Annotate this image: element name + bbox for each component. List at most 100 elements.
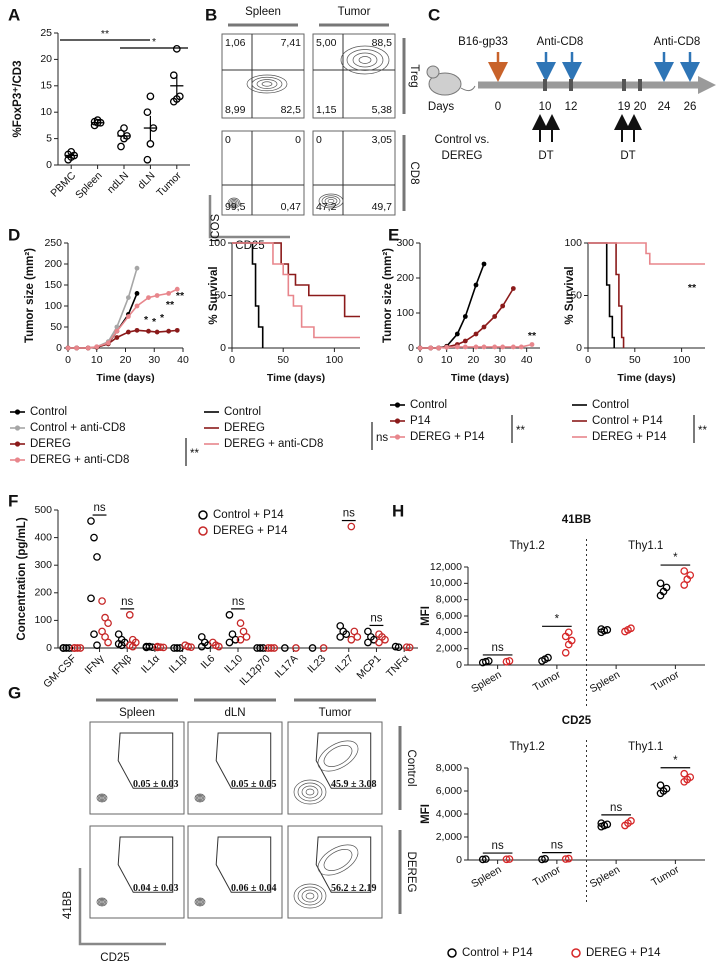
x-tick-label: 50 [277,354,289,366]
data-point [74,345,80,351]
data-point [353,633,362,641]
data-point [156,643,165,652]
axis-corner [208,195,290,239]
y-tick-label: 2,000 [436,642,462,654]
x-tick-label: 100 [326,354,344,366]
y-axis-label: % Survival [564,266,576,324]
day-label: 19 [618,101,631,113]
flow-plot [89,825,185,919]
quadrant-value: 5,38 [372,104,393,116]
significance-label: * [673,552,678,564]
quadrant-value: 0 [316,134,322,146]
legend-marker [198,510,208,520]
data-point [87,594,95,603]
column-header: dLN [224,707,245,719]
data-point [627,624,635,633]
x-tick-label: Tumor [531,863,563,889]
significance-label: * [152,316,157,328]
data-point [134,291,140,296]
data-point [308,644,317,652]
y-tick-label: 100 [208,237,226,249]
data-point [319,644,328,652]
data-point [125,295,131,300]
data-point [394,643,403,652]
data-point [98,597,106,605]
data-point [87,517,95,525]
data-point [114,324,120,330]
x-tick-label: IFNβ [110,653,135,678]
legend-note: ns [376,432,388,444]
significance-label: ns [121,596,133,608]
data-point [462,314,468,319]
day-label: 12 [565,101,578,113]
contour [100,900,104,904]
x-tick-label: Spleen [469,669,503,696]
data-point [500,344,506,350]
survival-curve [232,242,360,318]
x-axis-label: Time (days) [96,372,154,384]
treatment-label: DT [620,150,635,162]
x-tick-label: Spleen [73,169,105,201]
flow-plot [221,130,305,216]
contour [318,193,344,209]
legend-label: Control + P14 [592,415,663,427]
legend-label: DEREG + P14 [213,525,288,537]
data-point [484,657,493,665]
x-tick-label: IL17A [273,653,301,681]
x-tick-label: 50 [629,354,641,366]
data-point [65,345,71,351]
data-point [510,344,516,350]
y-tick-label: 300 [396,237,414,249]
flow-plot [287,721,383,815]
quadrant-value: 3,05 [372,134,393,146]
data-point [481,855,490,863]
gate-value: 0.05 ± 0.03 [133,779,179,790]
y-tick-label: 100 [34,614,52,626]
survival-curve [232,242,264,348]
flow-plot [187,825,283,919]
data-point [686,571,695,580]
x-tick-label: Tumor [531,668,563,694]
legend-label: DEREG + anti-CD8 [30,454,129,466]
data-point [481,344,487,350]
data-point [242,633,251,641]
x-tick-label: 10 [91,354,103,366]
contour [198,796,202,800]
quadrant-value: 1,15 [316,104,337,116]
panel-label: E [388,225,399,244]
row-label: Treg [408,64,420,87]
significance-label: * [152,36,156,48]
significance-label: ns [370,612,382,624]
y-tick-label: 2,000 [436,831,462,843]
legend-note: ** [698,425,707,437]
timeline-tick [543,79,547,91]
group-label: Thy1.1 [628,540,663,552]
y-tick-label: 50 [50,321,62,333]
group-label: Thy1.1 [628,741,663,753]
data-point [120,124,128,132]
significance-label: * [555,613,560,625]
data-point [481,261,487,267]
legend-marker [394,418,401,424]
timeline-tick [638,79,642,91]
contour [327,198,335,204]
legend-label: Control + P14 [213,509,284,521]
data-point [117,641,126,650]
timeline-tick [569,79,573,91]
data-point [561,855,570,863]
gate-value: 56.2 ± 2.19 [331,883,377,894]
survival-curve [588,242,616,348]
contour [198,900,202,904]
contour [293,883,327,909]
data-point [567,636,576,645]
x-tick-label: IL10 [222,652,245,675]
x-tick-label: IL6 [199,652,218,671]
contour [301,785,319,799]
significance-label: ** [176,290,185,302]
data-point [173,644,181,652]
y-tick-label: 6,000 [436,610,462,622]
y-tick-label: 500 [34,504,52,516]
x-tick-label: 20 [467,354,479,366]
contour [297,886,323,906]
